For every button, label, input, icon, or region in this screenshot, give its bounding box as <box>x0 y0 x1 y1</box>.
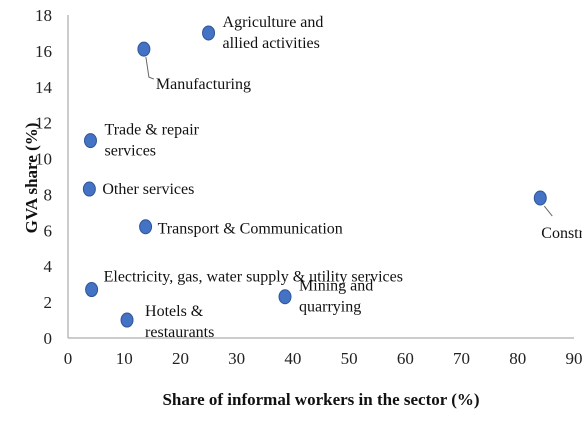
point-label: Hotels & restaurants <box>145 303 214 341</box>
data-point <box>533 190 547 206</box>
point-labels: Agriculture and allied activities Manufact… <box>102 14 582 341</box>
data-point <box>139 219 153 235</box>
point-label: Electricity, gas, water supply & utility… <box>104 269 403 286</box>
data-points <box>82 25 547 328</box>
point-label-line: quarrying <box>299 299 361 316</box>
data-point <box>120 312 134 328</box>
x-tick-label: 90 <box>566 349 582 368</box>
y-tick-labels: 0 2 4 6 8 10 12 14 16 18 <box>35 6 53 348</box>
y-tick-label: 14 <box>35 78 53 97</box>
leader-lines <box>145 57 553 217</box>
x-tick-label: 70 <box>453 349 470 368</box>
x-tick-label: 80 <box>509 349 526 368</box>
leader-line <box>543 205 553 217</box>
x-tick-label: 50 <box>341 349 358 368</box>
point-label-line: Mining and <box>299 278 373 295</box>
y-tick-label: 0 <box>44 329 53 348</box>
y-axis-title: GVA share (%) <box>22 123 41 234</box>
x-tick-label: 30 <box>228 349 245 368</box>
y-tick-label: 4 <box>44 257 53 276</box>
data-point <box>202 25 216 41</box>
point-label-line: Electricity, gas, water supply & utility… <box>104 269 403 286</box>
point-label-line: Agriculture and <box>223 14 324 31</box>
x-tick-label: 60 <box>397 349 414 368</box>
y-tick-label: 8 <box>44 185 53 204</box>
axes <box>67 15 574 339</box>
point-label-line: services <box>104 143 156 160</box>
y-tick-label: 16 <box>35 42 52 61</box>
data-point <box>278 289 292 305</box>
point-label-line: restaurants <box>145 324 214 341</box>
y-tick-label: 12 <box>35 114 52 133</box>
x-tick-label: 0 <box>64 349 73 368</box>
data-point <box>82 181 96 197</box>
data-point <box>137 41 151 57</box>
point-label-line: Transport & Communication <box>158 221 343 238</box>
x-tick-label: 40 <box>284 349 301 368</box>
y-tick-label: 6 <box>44 221 53 240</box>
x-tick-label: 20 <box>172 349 189 368</box>
point-label: Construction <box>541 225 582 242</box>
x-tick-labels: 0 10 20 30 40 50 60 70 80 90 <box>64 349 582 368</box>
y-tick-label: 10 <box>35 150 52 169</box>
data-point <box>83 133 97 149</box>
point-label: Trade & repair services <box>104 122 199 160</box>
data-point <box>85 282 99 298</box>
leader-line <box>145 57 155 80</box>
point-label: Agriculture and allied activities <box>223 14 324 52</box>
x-tick-label: 10 <box>116 349 133 368</box>
point-label-line: allied activities <box>223 35 320 52</box>
point-label-line: Construction <box>541 225 582 242</box>
point-label: Other services <box>102 181 194 198</box>
point-label-line: Trade & repair <box>104 122 199 139</box>
point-label: Transport & Communication <box>158 221 343 238</box>
y-tick-label: 2 <box>44 293 53 312</box>
x-axis-title: Share of informal workers in the sector … <box>162 390 479 409</box>
point-label: Manufacturing <box>156 76 251 93</box>
y-tick-label: 18 <box>35 6 52 25</box>
point-label-line: Hotels & <box>145 303 204 320</box>
point-label-line: Manufacturing <box>156 76 251 93</box>
point-label: Mining and quarrying <box>299 278 373 316</box>
point-label-line: Other services <box>102 181 194 198</box>
